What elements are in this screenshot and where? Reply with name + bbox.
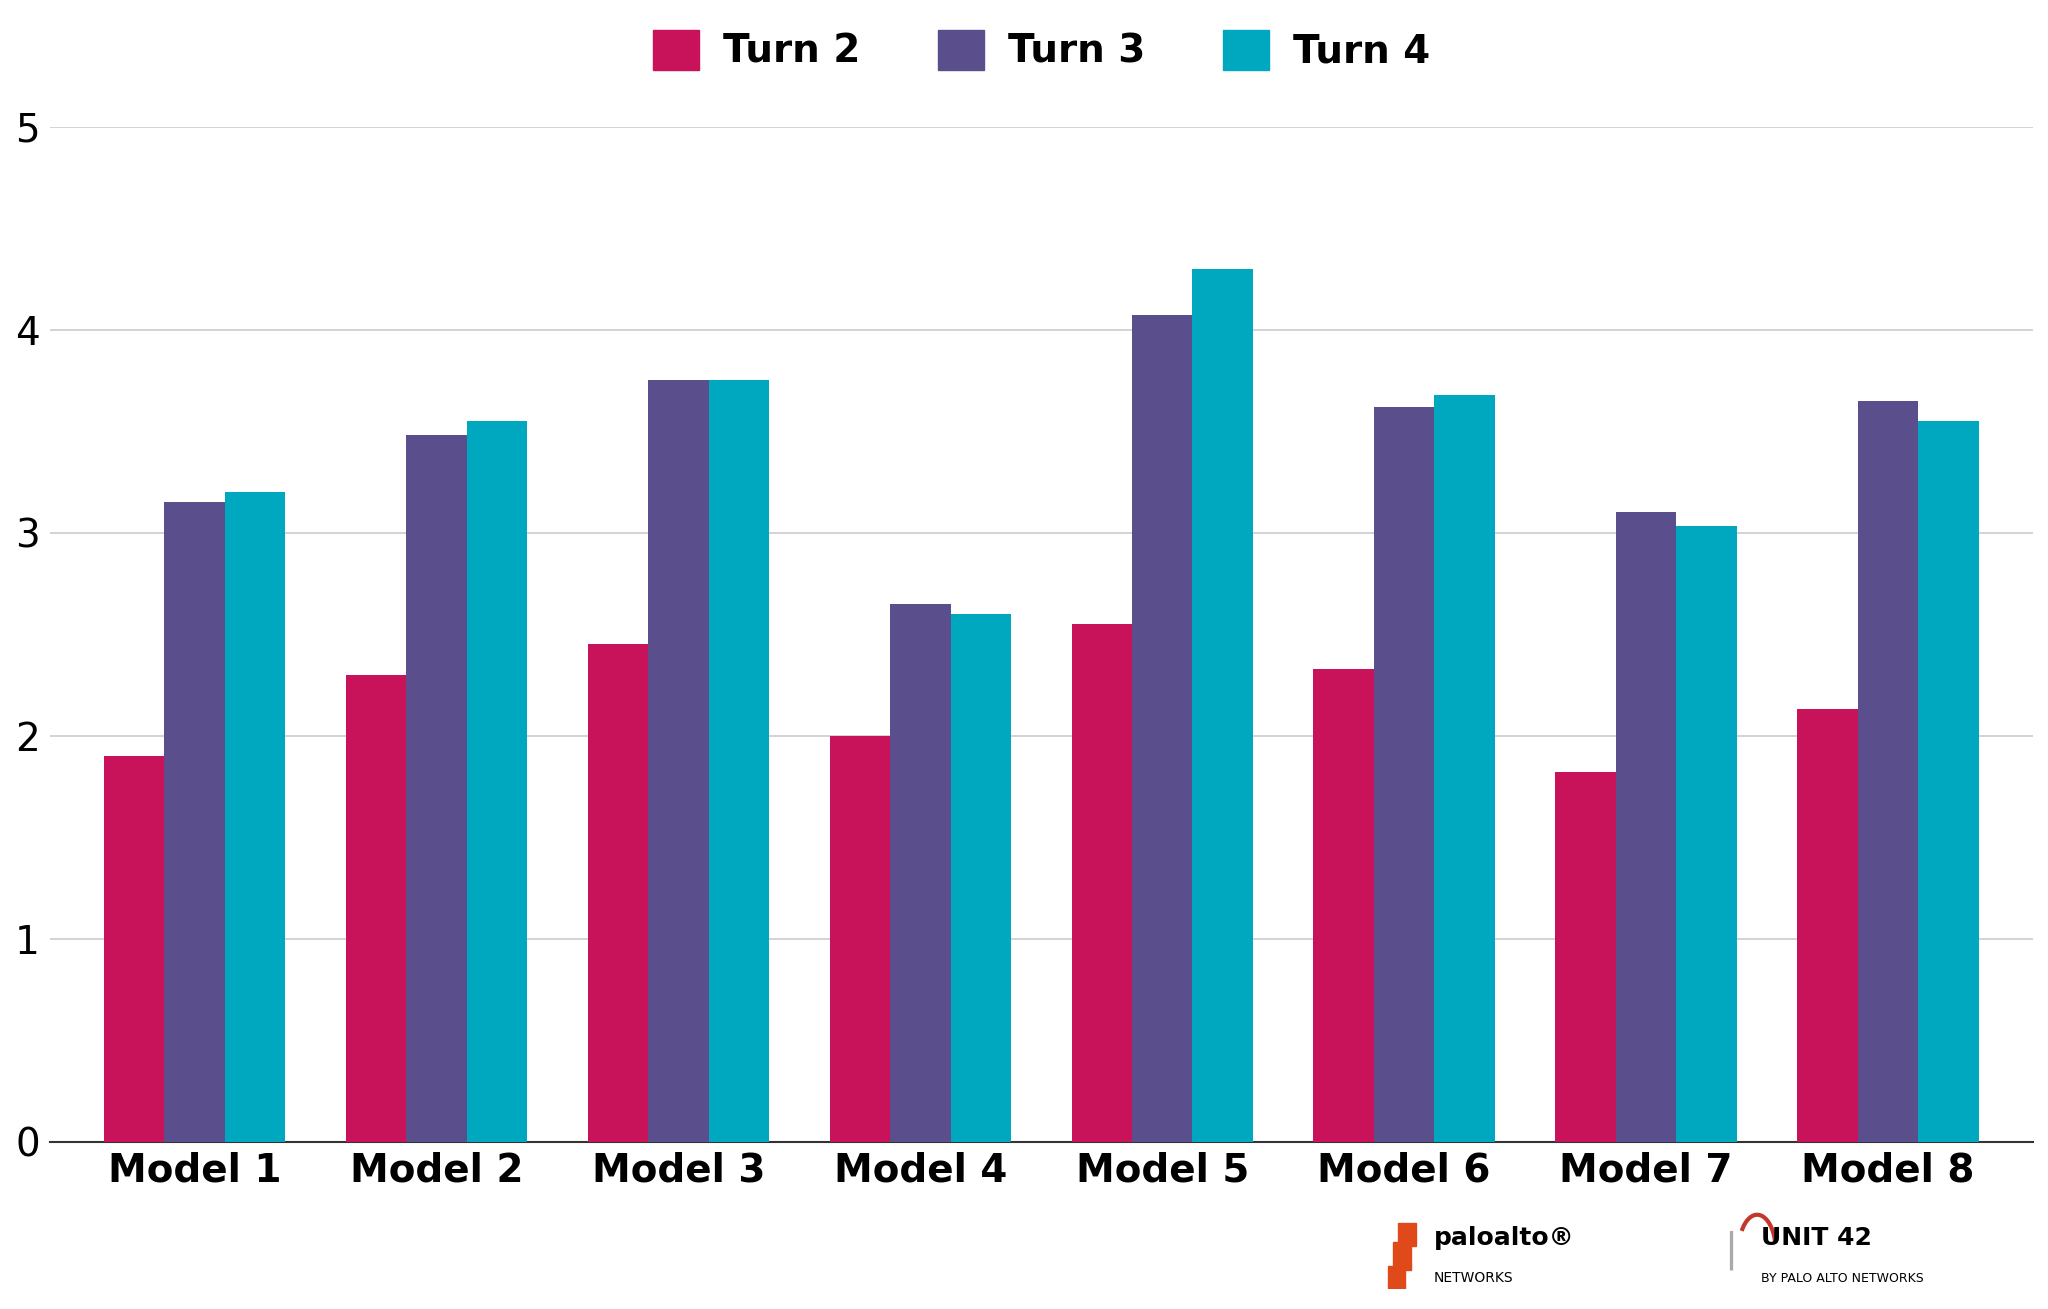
- Legend: Turn 2, Turn 3, Turn 4: Turn 2, Turn 3, Turn 4: [637, 14, 1446, 86]
- Bar: [709, 381, 770, 1141]
- Bar: [1389, 1266, 1405, 1289]
- Bar: [1071, 624, 1133, 1141]
- Bar: [649, 381, 709, 1141]
- Bar: [1313, 669, 1374, 1141]
- Bar: [1399, 1223, 1415, 1246]
- Bar: [467, 421, 526, 1141]
- Bar: [1192, 268, 1253, 1141]
- Bar: [1919, 421, 1978, 1141]
- Bar: [225, 492, 285, 1141]
- Text: BY PALO ALTO NETWORKS: BY PALO ALTO NETWORKS: [1761, 1272, 1923, 1285]
- Text: paloalto®: paloalto®: [1434, 1227, 1575, 1250]
- Bar: [1798, 709, 1858, 1141]
- Bar: [950, 614, 1012, 1141]
- Bar: [406, 435, 467, 1141]
- Bar: [104, 755, 164, 1141]
- Text: NETWORKS: NETWORKS: [1434, 1271, 1513, 1285]
- Text: |: |: [1724, 1230, 1737, 1270]
- Bar: [1133, 315, 1192, 1141]
- Text: UNIT 42: UNIT 42: [1761, 1227, 1872, 1250]
- Bar: [164, 503, 225, 1141]
- Bar: [588, 644, 649, 1141]
- Bar: [1616, 512, 1675, 1141]
- Bar: [1374, 407, 1434, 1141]
- Bar: [346, 674, 406, 1141]
- Bar: [1858, 401, 1919, 1141]
- Bar: [1434, 394, 1495, 1141]
- Bar: [1554, 772, 1616, 1141]
- Bar: [1675, 526, 1737, 1141]
- Bar: [891, 603, 950, 1141]
- Bar: [829, 736, 891, 1141]
- Bar: [1393, 1242, 1411, 1270]
